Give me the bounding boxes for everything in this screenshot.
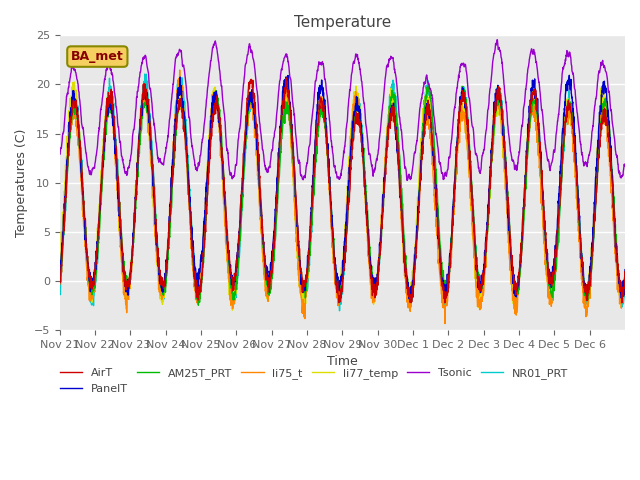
li75_t xyxy=(614,287,621,293)
Y-axis label: Temperatures (C): Temperatures (C) xyxy=(15,129,28,237)
Tsonic xyxy=(545,158,553,164)
li77_temp xyxy=(70,79,78,85)
NR01_PRT xyxy=(513,295,521,301)
Tsonic xyxy=(112,104,120,110)
AirT xyxy=(234,242,242,248)
AM25T_PRT xyxy=(56,274,63,279)
Line: AirT: AirT xyxy=(60,78,625,303)
li75_t xyxy=(513,296,521,301)
AirT xyxy=(112,144,120,150)
AirT xyxy=(377,243,385,249)
PanelT xyxy=(513,285,520,290)
li77_temp xyxy=(56,261,63,266)
Line: PanelT: PanelT xyxy=(60,75,625,300)
Legend: AirT, PanelT, AM25T_PRT, li75_t, li77_temp, Tsonic, NR01_PRT: AirT, PanelT, AM25T_PRT, li75_t, li77_te… xyxy=(56,364,573,398)
NR01_PRT xyxy=(112,141,120,146)
AirT xyxy=(441,300,449,306)
AM25T_PRT xyxy=(234,260,242,265)
li75_t xyxy=(234,258,242,264)
PanelT xyxy=(408,297,415,302)
AM25T_PRT xyxy=(424,83,432,89)
AM25T_PRT xyxy=(112,149,120,155)
li77_temp xyxy=(513,298,521,303)
NR01_PRT xyxy=(377,236,385,241)
NR01_PRT xyxy=(141,71,148,77)
AirT xyxy=(621,275,629,280)
li77_temp xyxy=(614,267,621,273)
li75_t xyxy=(545,291,553,297)
li77_temp xyxy=(545,280,553,286)
li75_t xyxy=(621,269,629,275)
li77_temp xyxy=(235,252,243,258)
NR01_PRT xyxy=(56,291,63,297)
li75_t xyxy=(112,169,120,175)
Tsonic xyxy=(614,155,621,161)
PanelT xyxy=(234,244,242,250)
Line: Tsonic: Tsonic xyxy=(60,40,625,180)
AM25T_PRT xyxy=(545,273,553,279)
li77_temp xyxy=(377,227,385,232)
PanelT xyxy=(545,277,552,283)
X-axis label: Time: Time xyxy=(327,355,358,369)
NR01_PRT xyxy=(621,292,629,298)
li75_t xyxy=(56,282,63,288)
PanelT xyxy=(614,261,621,266)
NR01_PRT xyxy=(545,283,553,289)
PanelT xyxy=(565,72,573,78)
Tsonic xyxy=(376,129,384,135)
li77_temp xyxy=(228,307,236,313)
Tsonic xyxy=(493,37,501,43)
li75_t xyxy=(176,67,184,73)
li77_temp xyxy=(113,158,120,164)
Text: BA_met: BA_met xyxy=(71,50,124,63)
AirT xyxy=(56,281,63,287)
Tsonic xyxy=(403,178,411,183)
AirT xyxy=(282,75,290,81)
Title: Temperature: Temperature xyxy=(294,15,391,30)
Tsonic xyxy=(56,151,63,157)
li75_t xyxy=(377,241,385,247)
AM25T_PRT xyxy=(614,256,621,262)
Tsonic xyxy=(621,161,629,167)
NR01_PRT xyxy=(614,264,621,270)
AirT xyxy=(513,280,521,286)
PanelT xyxy=(112,158,120,164)
Line: NR01_PRT: NR01_PRT xyxy=(60,74,625,311)
AM25T_PRT xyxy=(621,281,629,287)
NR01_PRT xyxy=(335,308,343,313)
li75_t xyxy=(441,321,449,326)
AM25T_PRT xyxy=(513,292,521,298)
Line: li75_t: li75_t xyxy=(60,70,625,324)
PanelT xyxy=(376,242,384,248)
AirT xyxy=(614,253,621,259)
AM25T_PRT xyxy=(377,248,385,253)
AirT xyxy=(545,281,553,287)
Tsonic xyxy=(513,167,521,173)
Line: li77_temp: li77_temp xyxy=(60,82,625,310)
Line: AM25T_PRT: AM25T_PRT xyxy=(60,86,625,305)
NR01_PRT xyxy=(234,267,242,273)
AM25T_PRT xyxy=(195,302,202,308)
PanelT xyxy=(56,272,63,277)
li77_temp xyxy=(621,269,629,275)
PanelT xyxy=(621,267,629,273)
Tsonic xyxy=(234,137,242,143)
